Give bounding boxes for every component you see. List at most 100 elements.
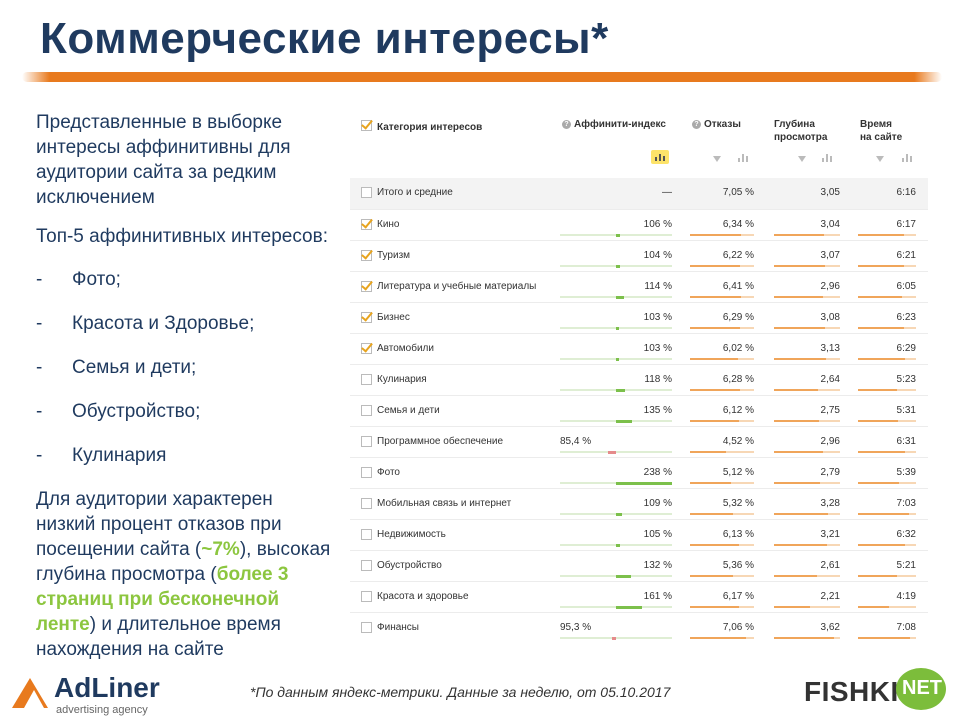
row-name: Кулинария xyxy=(377,374,427,385)
time-bar xyxy=(858,358,916,360)
row-checkbox[interactable] xyxy=(361,467,372,478)
affinity-value: 104 % xyxy=(643,250,672,261)
depth-value: 2,79 xyxy=(820,467,840,478)
depth-bar-fill xyxy=(774,296,823,298)
bar-chart-icon[interactable] xyxy=(651,150,669,164)
depth-bar xyxy=(774,606,840,608)
bounce-bar xyxy=(690,234,754,236)
row-checkbox[interactable] xyxy=(361,498,372,509)
depth-bar xyxy=(774,265,840,267)
row-checkbox[interactable] xyxy=(361,343,372,354)
bounce-bar-fill xyxy=(690,389,741,391)
affinity-value: 103 % xyxy=(643,312,672,323)
affinity-value: 161 % xyxy=(643,591,672,602)
row-checkbox[interactable] xyxy=(361,529,372,540)
bounce-bar xyxy=(690,327,754,329)
fishki-net: NET xyxy=(902,677,942,699)
row-name: Мобильная связь и интернет xyxy=(377,498,512,509)
depth-value: 3,05 xyxy=(820,187,840,198)
bounce-value: 7,05 % xyxy=(722,187,754,198)
bounce-bar-fill xyxy=(690,544,740,546)
row-checkbox[interactable] xyxy=(361,312,372,323)
depth-bar xyxy=(774,420,840,422)
header-depth[interactable]: Глубина просмотра xyxy=(774,119,828,143)
bar-chart-icon[interactable] xyxy=(738,154,748,162)
bounce-bar-fill xyxy=(690,420,739,422)
time-bar xyxy=(858,513,916,515)
row-checkbox[interactable] xyxy=(361,622,372,633)
bounce-value: 6,28 % xyxy=(722,374,754,385)
bounce-bar xyxy=(690,451,754,453)
list-item: - Семья и дети; xyxy=(36,357,197,378)
depth-bar-fill xyxy=(774,606,811,608)
filter-icon[interactable] xyxy=(713,156,721,162)
row-checkbox[interactable] xyxy=(361,250,372,261)
header-bounce[interactable]: ? Отказы xyxy=(692,118,741,131)
bar-chart-icon[interactable] xyxy=(902,154,912,162)
time-value: 6:05 xyxy=(896,281,916,292)
depth-bar-fill xyxy=(774,420,820,422)
depth-bar-fill xyxy=(774,265,825,267)
row-checkbox[interactable] xyxy=(361,405,372,416)
bounce-value: 6,02 % xyxy=(722,343,754,354)
list-item: - Фото; xyxy=(36,269,121,290)
depth-value: 2,96 xyxy=(820,281,840,292)
list-item: - Кулинария xyxy=(36,445,167,466)
row-name: Семья и дети xyxy=(377,405,440,416)
header-category[interactable]: Категория интересов xyxy=(377,122,483,133)
depth-value: 2,96 xyxy=(820,436,840,447)
depth-bar xyxy=(774,575,840,577)
depth-value: 3,07 xyxy=(820,250,840,261)
row-checkbox[interactable] xyxy=(361,374,372,385)
affinity-bar xyxy=(560,420,672,423)
table-row: Бизнес 103 % 6,29 % 3,08 6:23 xyxy=(350,302,928,334)
affinity-value: 95,3 % xyxy=(560,622,592,633)
list-item: - Обустройство; xyxy=(36,401,201,422)
summary-para-1: Представленные в выборке интересы аффини… xyxy=(36,112,291,208)
time-bar-fill xyxy=(858,451,906,453)
affinity-bar-mark xyxy=(616,389,626,392)
bounce-value: 6,13 % xyxy=(722,529,754,540)
row-checkbox[interactable] xyxy=(361,591,372,602)
row-checkbox[interactable] xyxy=(361,281,372,292)
table-row: Финансы 95,3 % 7,06 % 3,62 7:08 xyxy=(350,612,928,644)
filter-icon[interactable] xyxy=(876,156,884,162)
affinity-bar xyxy=(560,544,672,547)
help-icon: ? xyxy=(562,120,571,129)
row-checkbox[interactable] xyxy=(361,436,372,447)
affinity-value: — xyxy=(662,187,672,198)
depth-bar-fill xyxy=(774,575,818,577)
affinity-bar-mark xyxy=(616,482,672,485)
time-bar-fill xyxy=(858,358,905,360)
row-checkbox[interactable] xyxy=(361,219,372,230)
time-value: 4:19 xyxy=(896,591,916,602)
row-name: Финансы xyxy=(377,622,419,633)
header-time[interactable]: Время на сайте xyxy=(860,119,903,143)
depth-bar xyxy=(774,544,840,546)
affinity-value: 106 % xyxy=(643,219,672,230)
affinity-bar-mark xyxy=(616,513,622,516)
bar-chart-icon[interactable] xyxy=(822,154,832,162)
bounce-value: 6,41 % xyxy=(722,281,754,292)
depth-bar-fill xyxy=(774,358,826,360)
bounce-bar-fill xyxy=(690,234,741,236)
time-bar xyxy=(858,234,916,236)
affinity-value: 135 % xyxy=(643,405,672,416)
time-bar xyxy=(858,606,916,608)
bounce-bar xyxy=(690,358,754,360)
select-all-checkbox[interactable] xyxy=(361,120,372,131)
affinity-bar xyxy=(560,296,672,299)
affinity-bar xyxy=(560,327,672,330)
header-affinity[interactable]: ? Аффинити-индекс xyxy=(562,118,666,131)
row-checkbox[interactable] xyxy=(361,187,372,198)
depth-value: 3,08 xyxy=(820,312,840,323)
bounce-bar xyxy=(690,420,754,422)
page-title: Коммерческие интересы* xyxy=(40,14,609,63)
title-underline xyxy=(22,72,942,82)
row-checkbox[interactable] xyxy=(361,560,372,571)
time-bar xyxy=(858,296,916,298)
filter-icon[interactable] xyxy=(798,156,806,162)
depth-bar-fill xyxy=(774,544,827,546)
depth-bar-fill xyxy=(774,327,825,329)
row-name: Обустройство xyxy=(377,560,442,571)
